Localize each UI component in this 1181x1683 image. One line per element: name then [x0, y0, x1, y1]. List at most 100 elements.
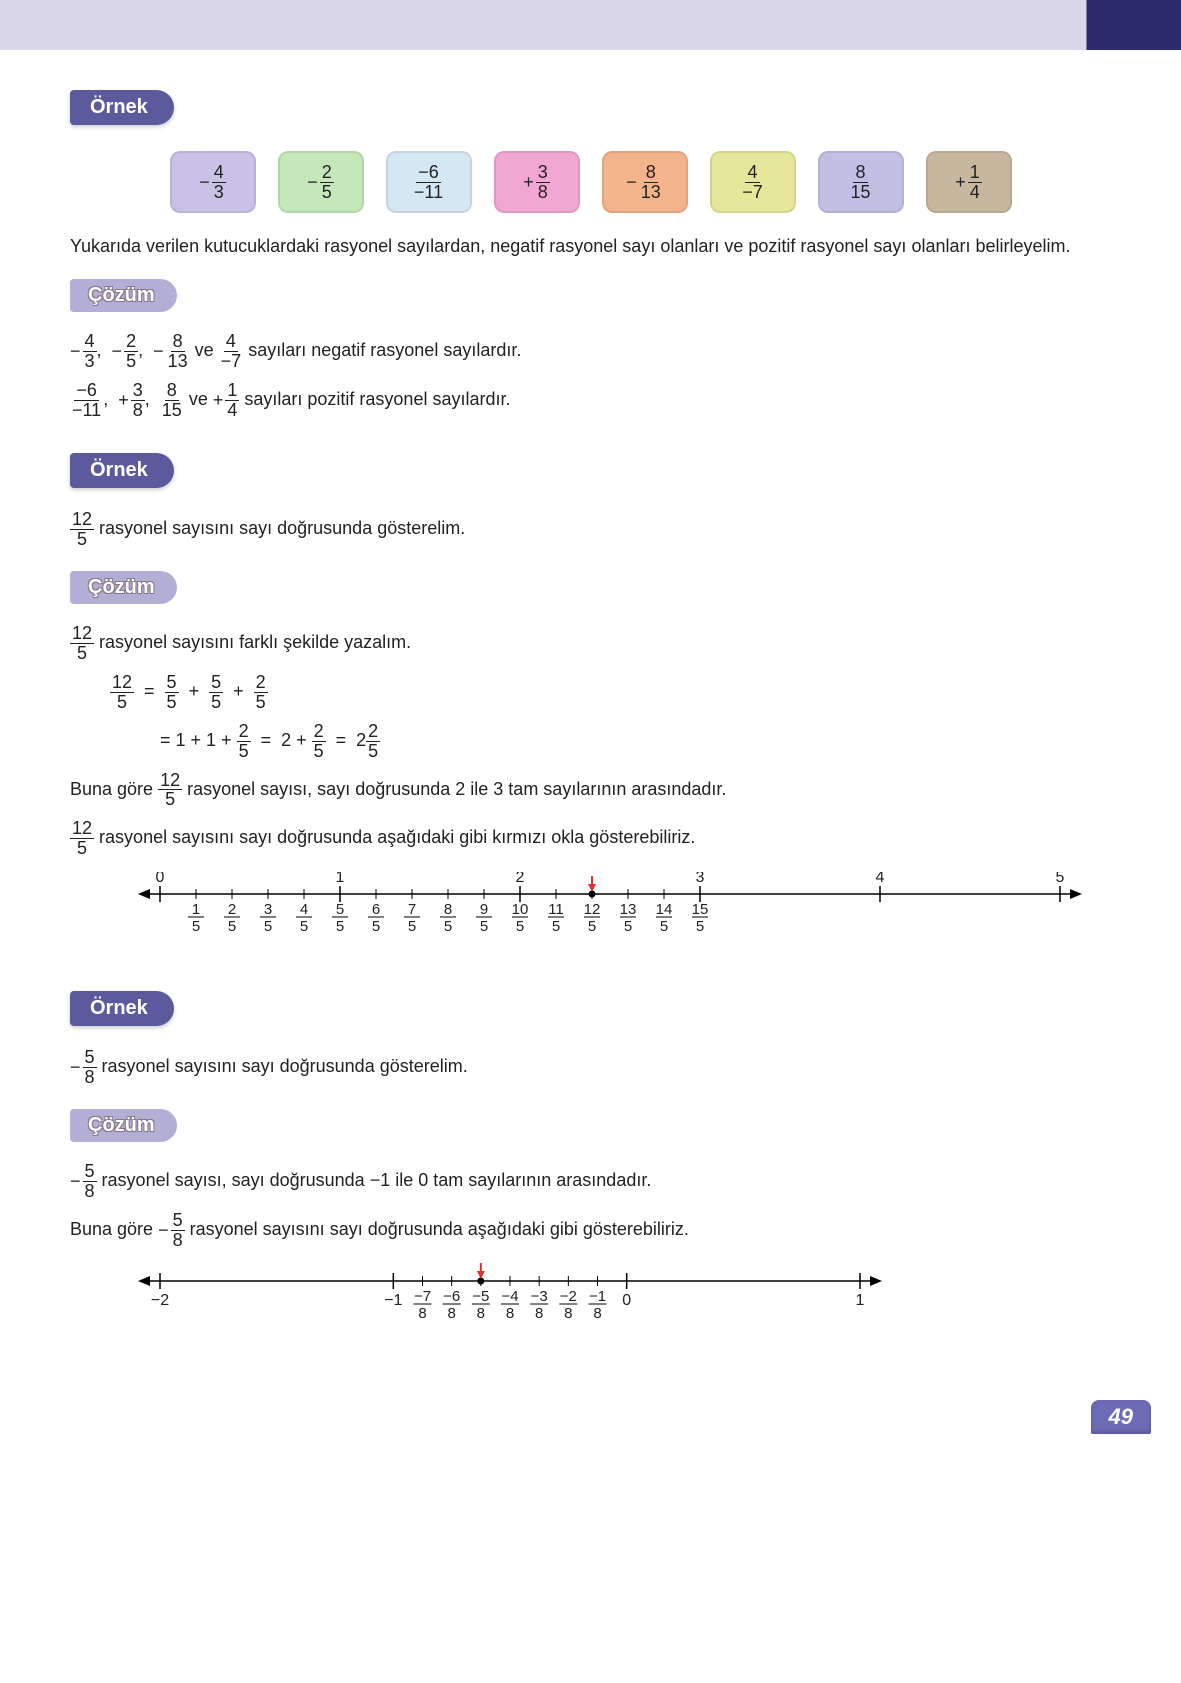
- svg-text:1: 1: [336, 872, 345, 886]
- page-footer: 49: [0, 1394, 1181, 1440]
- svg-text:−2: −2: [560, 1288, 577, 1305]
- svg-text:14: 14: [656, 901, 673, 918]
- svg-text:7: 7: [408, 901, 416, 918]
- svg-text:8: 8: [593, 1305, 601, 1322]
- svg-text:−3: −3: [531, 1288, 548, 1305]
- fraction-box: 815: [818, 151, 904, 213]
- fraction-box: −813: [602, 151, 688, 213]
- svg-text:5: 5: [624, 918, 632, 935]
- svg-text:−4: −4: [501, 1288, 518, 1305]
- fraction-box: +38: [494, 151, 580, 213]
- badge-cozum-2: Çözüm: [70, 571, 177, 604]
- svg-text:2: 2: [228, 901, 236, 918]
- svg-text:−5: −5: [472, 1288, 489, 1305]
- fraction-box: +14: [926, 151, 1012, 213]
- svg-text:11: 11: [548, 901, 564, 918]
- svg-text:1: 1: [856, 1292, 865, 1309]
- fraction-boxes-row: −43 −25 −6−11 +38 −813 4−7 815 +14: [70, 151, 1111, 213]
- svg-text:−7: −7: [414, 1288, 431, 1305]
- svg-text:13: 13: [620, 901, 637, 918]
- svg-text:8: 8: [535, 1305, 543, 1322]
- svg-text:5: 5: [192, 918, 200, 935]
- svg-text:4: 4: [300, 901, 308, 918]
- s2-text1: rasyonel sayısını sayı doğrusunda göster…: [99, 519, 465, 539]
- s2-mid-b: 125 rasyonel sayısını sayı doğrusunda aş…: [70, 819, 1111, 858]
- svg-text:9: 9: [480, 901, 488, 918]
- svg-text:−1: −1: [589, 1288, 606, 1305]
- svg-text:0: 0: [622, 1292, 631, 1309]
- svg-text:3: 3: [264, 901, 272, 918]
- svg-text:4: 4: [876, 872, 885, 886]
- s1-pos-line: −6−11, +38, 815 ve +14 sayıları pozitif …: [70, 381, 1111, 420]
- fraction-box: −6−11: [386, 151, 472, 213]
- numberline-1: 0123451525354555657585951051151251351451…: [130, 872, 1101, 957]
- numberline-2: −2−101−78−68−58−48−38−28−18: [70, 1259, 1111, 1334]
- svg-text:5: 5: [228, 918, 236, 935]
- svg-text:2: 2: [516, 872, 525, 886]
- s1-neg-tail: sayıları negatif rasyonel sayılardır.: [248, 340, 521, 360]
- page-number: 49: [1091, 1400, 1151, 1434]
- svg-text:6: 6: [372, 901, 380, 918]
- svg-text:5: 5: [336, 901, 344, 918]
- ve-2: ve: [189, 389, 213, 409]
- header-bar: [0, 0, 1181, 50]
- svg-text:5: 5: [336, 918, 344, 935]
- page-content: Örnek −43−25−6−11+38−8134−7815+14 Yukarı…: [0, 90, 1181, 1364]
- badge-ornek-2: Örnek: [70, 453, 174, 488]
- s2-sol1: 125 rasyonel sayısını farklı şekilde yaz…: [70, 624, 1111, 663]
- svg-text:5: 5: [300, 918, 308, 935]
- svg-text:−2: −2: [151, 1292, 169, 1309]
- s2-eq2: = 1 + 1 + 25 = 2 + 25 = 225: [160, 722, 1111, 761]
- svg-text:10: 10: [512, 901, 529, 918]
- s2-eq1: 125 = 55 + 55 + 25: [110, 673, 1111, 712]
- ve-1: ve: [195, 340, 219, 360]
- fraction-box: −25: [278, 151, 364, 213]
- svg-text:5: 5: [480, 918, 488, 935]
- svg-text:8: 8: [477, 1305, 485, 1322]
- svg-text:5: 5: [408, 918, 416, 935]
- svg-text:8: 8: [506, 1305, 514, 1322]
- s3-mid: Buna göre −58 rasyonel sayısını sayı doğ…: [70, 1211, 1111, 1250]
- badge-ornek-1: Örnek: [70, 90, 174, 125]
- svg-text:0: 0: [156, 872, 165, 886]
- s2-mid: Buna göre 125 rasyonel sayısı, sayı doğr…: [70, 771, 1111, 810]
- s1-pos-tail: sayıları pozitif rasyonel sayılardır.: [244, 389, 510, 409]
- s3-sol1: −58 rasyonel sayısı, sayı doğrusunda −1 …: [70, 1162, 1111, 1201]
- s3-text1: rasyonel sayısını sayı doğrusunda göster…: [102, 1056, 468, 1076]
- s2-mid1: Buna göre: [70, 779, 158, 799]
- svg-text:8: 8: [444, 901, 452, 918]
- svg-text:−1: −1: [384, 1292, 402, 1309]
- svg-text:5: 5: [696, 918, 704, 935]
- s3-mid1: Buna göre: [70, 1219, 158, 1239]
- s2-mid3: rasyonel sayısını sayı doğrusunda aşağıd…: [99, 828, 695, 848]
- svg-text:−6: −6: [443, 1288, 460, 1305]
- svg-text:8: 8: [447, 1305, 455, 1322]
- svg-text:5: 5: [444, 918, 452, 935]
- fraction-box: −43: [170, 151, 256, 213]
- svg-text:5: 5: [660, 918, 668, 935]
- svg-text:12: 12: [584, 901, 601, 918]
- svg-text:5: 5: [516, 918, 524, 935]
- svg-text:3: 3: [696, 872, 705, 886]
- s2-sol1-text: rasyonel sayısını farklı şekilde yazalım…: [99, 632, 411, 652]
- fraction-box: 4−7: [710, 151, 796, 213]
- s1-intro: Yukarıda verilen kutucuklardaki rasyonel…: [70, 233, 1111, 261]
- s1-neg-line: −43, −25, −813 ve 4−7 sayıları negatif r…: [70, 332, 1111, 371]
- s3-sol1-text: rasyonel sayısı, sayı doğrusunda −1 ile …: [102, 1170, 652, 1190]
- svg-text:5: 5: [264, 918, 272, 935]
- svg-text:8: 8: [564, 1305, 572, 1322]
- badge-ornek-3: Örnek: [70, 991, 174, 1026]
- badge-cozum-1: Çözüm: [70, 279, 177, 312]
- svg-text:1: 1: [192, 901, 200, 918]
- svg-text:5: 5: [372, 918, 380, 935]
- s2-mid2: rasyonel sayısı, sayı doğrusunda 2 ile 3…: [187, 779, 726, 799]
- badge-cozum-3: Çözüm: [70, 1109, 177, 1142]
- s3-mid2: rasyonel sayısını sayı doğrusunda aşağıd…: [190, 1219, 689, 1239]
- svg-text:15: 15: [692, 901, 709, 918]
- s2-intro: 125 rasyonel sayısını sayı doğrusunda gö…: [70, 510, 1111, 549]
- svg-text:5: 5: [588, 918, 596, 935]
- svg-text:5: 5: [1056, 872, 1065, 886]
- s3-intro: −58 rasyonel sayısını sayı doğrusunda gö…: [70, 1048, 1111, 1087]
- svg-text:5: 5: [552, 918, 560, 935]
- svg-text:8: 8: [418, 1305, 426, 1322]
